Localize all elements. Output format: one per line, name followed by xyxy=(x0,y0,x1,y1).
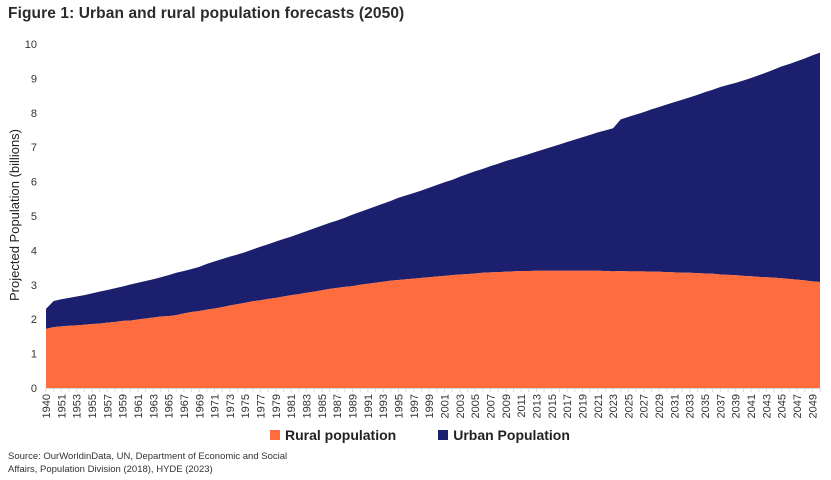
x-tick-label: 2047 xyxy=(792,394,804,418)
x-tick-label: 1999 xyxy=(424,394,436,418)
y-tick-label: 7 xyxy=(31,142,37,154)
y-tick-label: 6 xyxy=(31,177,37,189)
x-tick-label: 1975 xyxy=(240,394,252,418)
x-tick-label: 2015 xyxy=(547,394,559,418)
x-tick-label: 1955 xyxy=(87,394,99,418)
legend-label-urban: Urban Population xyxy=(453,427,570,443)
x-tick-label: 2033 xyxy=(685,394,697,418)
x-tick-label: 1997 xyxy=(409,394,421,418)
area-rural-population xyxy=(46,270,820,388)
x-tick-label: 2021 xyxy=(593,394,605,418)
area-urban-population xyxy=(46,52,820,329)
y-tick-label: 9 xyxy=(31,73,37,85)
x-tick-label: 2001 xyxy=(439,394,451,418)
x-tick-label: 2049 xyxy=(807,394,819,418)
y-tick-label: 2 xyxy=(31,314,37,326)
x-tick-label: 2025 xyxy=(623,394,635,418)
legend-item-rural[interactable]: Rural population xyxy=(270,427,396,443)
x-tick-label: 2035 xyxy=(700,394,712,418)
x-tick-label: 1989 xyxy=(348,394,360,418)
y-tick-label: 8 xyxy=(31,108,37,120)
x-tick-label: 2007 xyxy=(485,394,497,418)
x-tick-label: 1995 xyxy=(394,394,406,418)
x-tick-label: 2043 xyxy=(761,394,773,418)
x-tick-label: 1983 xyxy=(302,394,314,418)
y-axis-label: Projected Population (billions) xyxy=(7,129,22,301)
chart-title: Figure 1: Urban and rural population for… xyxy=(8,5,405,22)
x-tick-label: 2005 xyxy=(470,394,482,418)
legend-swatch-rural xyxy=(270,430,280,440)
x-tick-label: 1969 xyxy=(194,394,206,418)
y-tick-label: 1 xyxy=(31,349,37,361)
y-tick-label: 3 xyxy=(31,280,37,292)
x-tick-label: 1953 xyxy=(72,394,84,418)
x-tick-label: 1959 xyxy=(118,394,130,418)
x-tick-label: 1979 xyxy=(271,394,283,418)
x-tick-label: 2017 xyxy=(562,394,574,418)
x-tick-label: 1940 xyxy=(41,394,53,418)
x-tick-label: 1967 xyxy=(179,394,191,418)
x-tick-label: 2045 xyxy=(777,394,789,418)
y-tick-label: 5 xyxy=(31,211,37,223)
x-tick-label: 1957 xyxy=(102,394,114,418)
x-tick-label: 1987 xyxy=(332,394,344,418)
x-tick-label: 1961 xyxy=(133,394,145,418)
source-note: Source: OurWorldinData, UN, Department o… xyxy=(8,451,288,475)
x-tick-label: 2019 xyxy=(577,394,589,418)
x-tick-label: 2037 xyxy=(715,394,727,418)
legend-swatch-urban xyxy=(438,430,449,440)
x-tick-label: 2027 xyxy=(639,394,651,418)
y-tick-label: 0 xyxy=(31,383,37,395)
x-tick-label: 2041 xyxy=(746,394,758,418)
x-tick-label: 1981 xyxy=(286,394,298,418)
y-axis: 0 1 2 3 4 5 6 7 8 9 10 xyxy=(25,39,37,395)
x-tick-label: 2011 xyxy=(516,394,528,418)
x-tick-label: 1993 xyxy=(378,394,390,418)
x-tick-label: 1971 xyxy=(210,394,222,418)
x-tick-label: 1965 xyxy=(164,394,176,418)
x-tick-label: 2031 xyxy=(669,394,681,418)
x-axis: 1940 1951 1953 1955 1957 1959 1961 1963 1965 1967… xyxy=(41,388,821,418)
x-tick-label: 2039 xyxy=(731,394,743,418)
plot-areas xyxy=(46,52,820,388)
legend-label-rural: Rural population xyxy=(285,427,397,443)
x-tick-label: 1991 xyxy=(363,394,375,418)
x-tick-label: 1985 xyxy=(317,394,329,418)
x-tick-label: 2013 xyxy=(531,394,543,418)
x-tick-label: 2023 xyxy=(608,394,620,418)
x-tick-label: 1973 xyxy=(225,394,237,418)
legend: Rural population Urban Population xyxy=(270,427,570,443)
y-tick-label: 4 xyxy=(31,245,37,257)
x-tick-label: 1951 xyxy=(56,394,68,418)
legend-item-urban[interactable]: Urban Population xyxy=(438,427,570,443)
x-tick-label: 1977 xyxy=(256,394,268,418)
y-tick-label: 10 xyxy=(25,39,37,51)
x-tick-label: 2029 xyxy=(654,394,666,418)
x-tick-label: 2009 xyxy=(501,394,513,418)
x-tick-label: 1963 xyxy=(148,394,160,418)
x-tick-label: 2003 xyxy=(455,394,467,418)
